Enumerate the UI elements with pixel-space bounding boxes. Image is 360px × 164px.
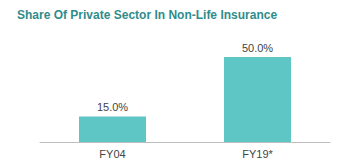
svg-text:FY19*: FY19* (242, 148, 273, 160)
svg-text:FY04: FY04 (99, 148, 125, 160)
svg-text:Share Of Private Sector In Non: Share Of Private Sector In Non-Life Insu… (17, 8, 277, 22)
svg-text:15.0%: 15.0% (97, 101, 128, 113)
svg-text:50.0%: 50.0% (242, 42, 273, 54)
